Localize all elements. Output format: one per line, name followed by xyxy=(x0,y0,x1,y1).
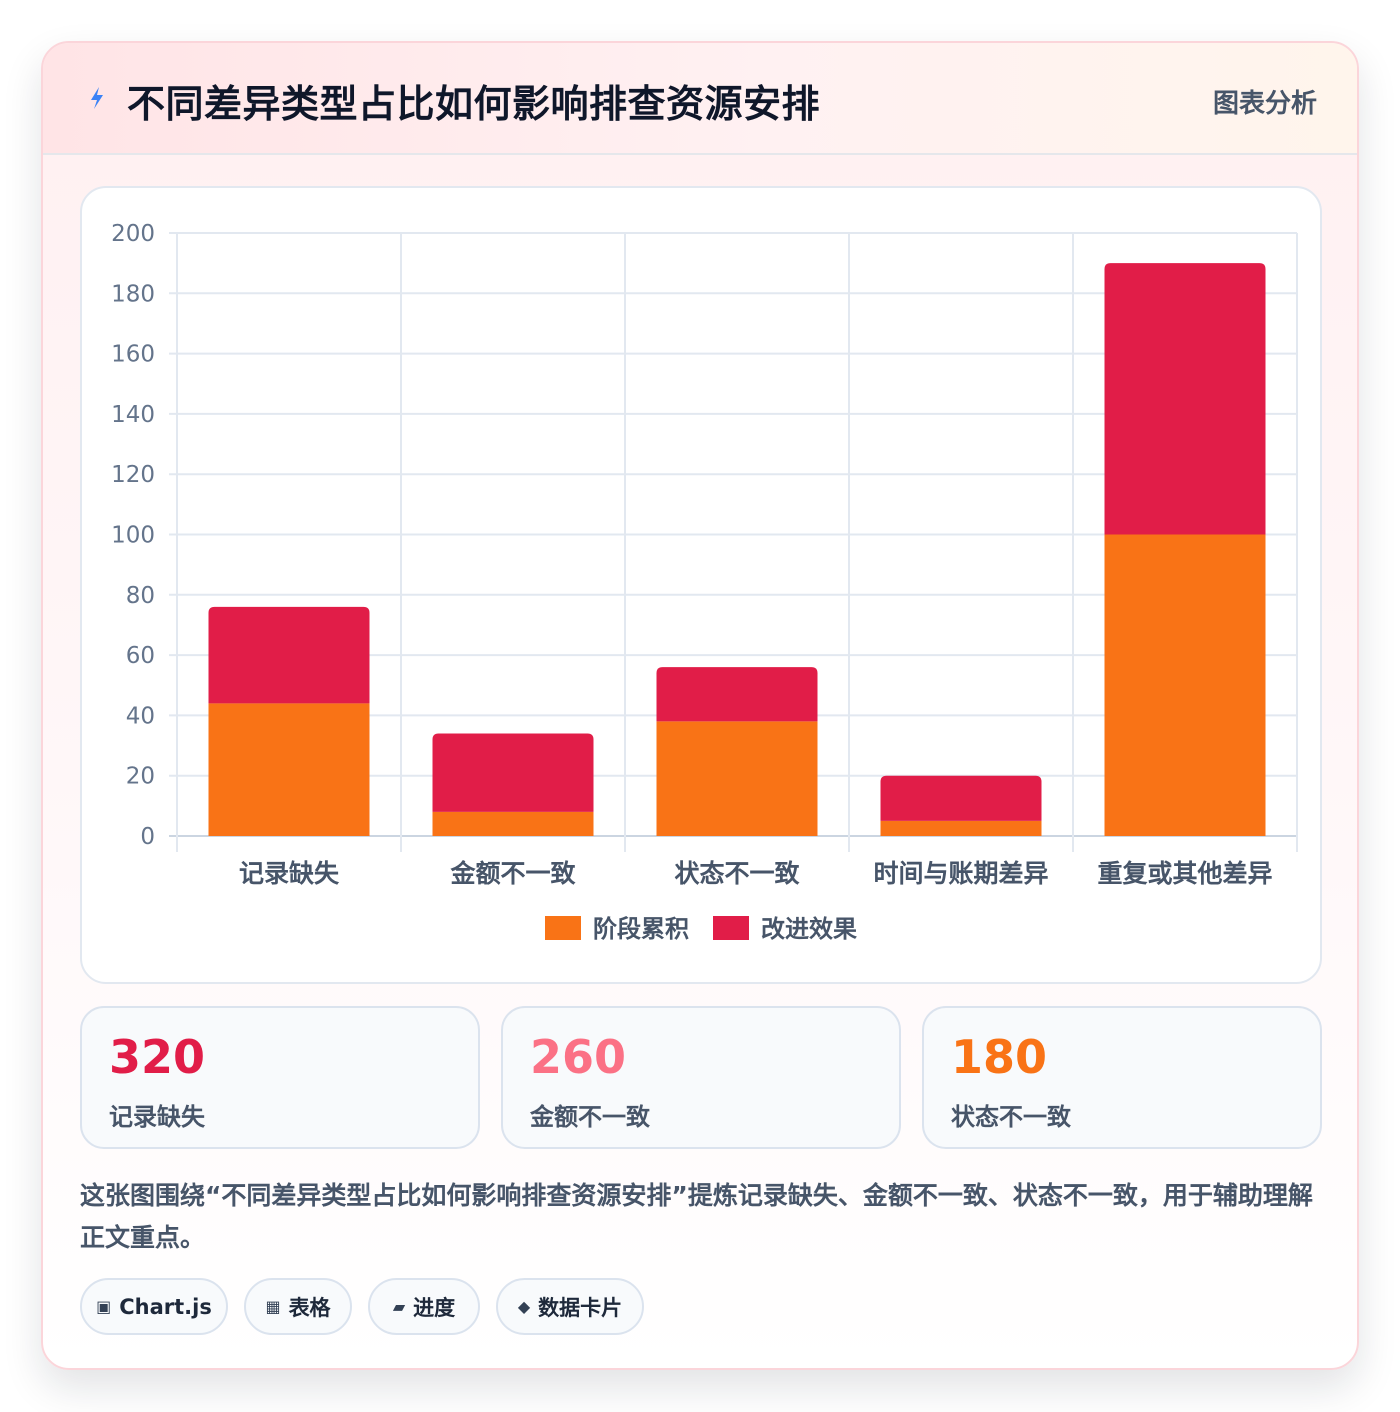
tag-label: 表格 xyxy=(288,1295,331,1320)
lightning-icon xyxy=(91,87,103,109)
card-title: 不同差异类型占比如何影响排查资源安排 xyxy=(127,82,821,126)
y-tick-label: 180 xyxy=(111,281,155,307)
chart-icon: ▣ xyxy=(96,1297,112,1316)
x-tick-label: 时间与账期差异 xyxy=(873,859,1048,888)
bar-segment xyxy=(432,733,594,812)
bar-segment xyxy=(1104,534,1266,836)
chart-analysis-badge: 图表分析 xyxy=(1212,89,1317,119)
stat-value: 180 xyxy=(951,1030,1048,1084)
card-header: 不同差异类型占比如何影响排查资源安排 图表分析 xyxy=(43,43,1357,155)
x-tick-label: 金额不一致 xyxy=(449,859,576,888)
tag-label: 数据卡片 xyxy=(538,1295,623,1320)
legend-label: 改进效果 xyxy=(761,915,857,943)
bar-segment xyxy=(208,606,370,704)
x-tick-label: 重复或其他差异 xyxy=(1097,859,1272,888)
chart-description: 这张图围绕“不同差异类型占比如何影响排查资源安排”提炼记录缺失、金额不一致、状态… xyxy=(80,1181,1313,1252)
tag-progress[interactable]: ▰ 进度 xyxy=(368,1278,480,1335)
bar-segment xyxy=(880,775,1042,821)
y-tick-label: 0 xyxy=(140,824,155,850)
tag-label: Chart.js xyxy=(119,1294,212,1319)
y-tick-label: 40 xyxy=(126,703,155,729)
table-icon: ▦ xyxy=(265,1297,281,1316)
y-tick-label: 100 xyxy=(111,523,155,549)
stat-label: 金额不一致 xyxy=(530,1103,650,1131)
stat-value: 320 xyxy=(109,1030,206,1084)
bar-segment xyxy=(208,703,370,836)
legend-swatch xyxy=(713,916,749,940)
stat-value: 260 xyxy=(530,1030,627,1084)
chart-panel: 0 20 40 60 80 100 120 140 160 180 200 记录缺失 金额不一致 状态不一… xyxy=(80,186,1322,984)
bar-segment xyxy=(1104,263,1266,535)
stacked-bar-chart: 0 20 40 60 80 100 120 140 160 180 200 记录缺失 金额不一致 状态不一… xyxy=(111,221,1298,943)
stat-label: 记录缺失 xyxy=(109,1103,205,1131)
y-tick-label: 140 xyxy=(111,402,155,428)
bar-segment xyxy=(432,811,594,836)
stat-card-3: 180 状态不一致 xyxy=(922,1006,1322,1149)
stat-card-1: 320 记录缺失 xyxy=(80,1006,480,1149)
y-tick-label: 80 xyxy=(126,583,155,609)
tag-chartjs[interactable]: ▣ Chart.js xyxy=(80,1278,228,1335)
diamond-icon: ◆ xyxy=(517,1297,531,1316)
stat-label: 状态不一致 xyxy=(951,1103,1071,1131)
tag-table[interactable]: ▦ 表格 xyxy=(244,1278,352,1335)
progress-icon: ▰ xyxy=(392,1297,406,1316)
x-tick-label: 记录缺失 xyxy=(239,859,340,888)
stat-card-2: 260 金额不一致 xyxy=(501,1006,901,1149)
bar-segment xyxy=(656,721,818,836)
bar-segment xyxy=(656,667,818,722)
y-tick-label: 200 xyxy=(111,221,155,247)
tag-data-card[interactable]: ◆ 数据卡片 xyxy=(496,1278,644,1335)
bar-segment xyxy=(880,820,1042,836)
y-tick-label: 160 xyxy=(111,342,155,368)
tag-label: 进度 xyxy=(413,1295,456,1320)
legend-label: 阶段累积 xyxy=(593,915,689,943)
legend-swatch xyxy=(545,916,581,940)
y-tick-label: 60 xyxy=(126,643,155,669)
chart-card: 不同差异类型占比如何影响排查资源安排 图表分析 0 20 40 60 80 100 120 1… xyxy=(41,41,1359,1370)
x-tick-label: 状态不一致 xyxy=(674,859,800,888)
y-tick-label: 120 xyxy=(111,462,155,488)
y-tick-label: 20 xyxy=(126,764,155,790)
